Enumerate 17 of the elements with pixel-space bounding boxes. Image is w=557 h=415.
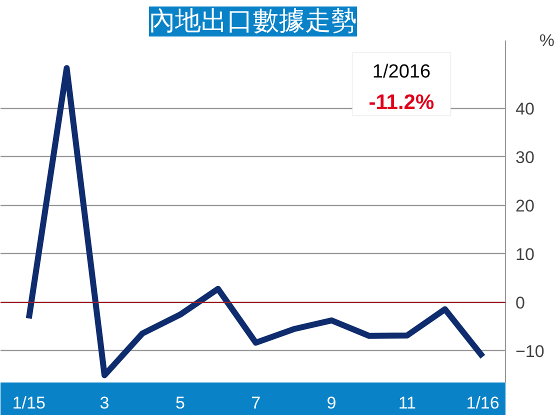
y-tick-label: 40 [516,99,534,118]
y-tick-label: 30 [516,148,534,167]
x-tick-label: 1/16 [466,394,500,412]
y-tick-label: 20 [516,196,534,216]
y-axis-title: % [539,31,554,50]
x-tick-label: 7 [251,394,261,412]
x-tick-label: 5 [175,394,185,412]
y-tick-label: 10 [516,244,534,264]
annotation: -11.2% [368,91,434,114]
x-tick-label: 3 [100,394,110,412]
chart-title: 內地出口數據走勢 [149,6,357,36]
y-tick-label: −10 [516,342,544,361]
x-tick-label: 11 [398,394,416,412]
x-tick-label: 1/15 [12,394,46,412]
x-tick-label: 9 [326,394,336,412]
annotation: 1/2016 [372,62,431,83]
y-tick-label: 0 [516,293,525,312]
